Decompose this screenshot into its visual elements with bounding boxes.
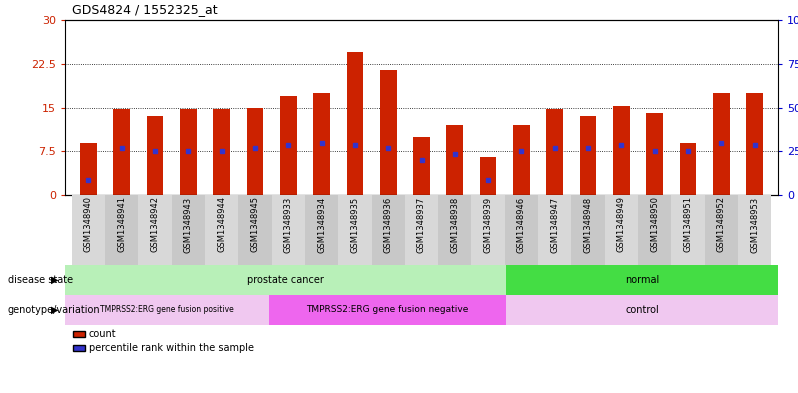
Bar — [65, 265, 507, 295]
Text: GSM1348936: GSM1348936 — [384, 196, 393, 253]
Bar — [738, 195, 772, 265]
Bar — [269, 295, 507, 325]
Bar — [638, 195, 671, 265]
Text: GSM1348944: GSM1348944 — [217, 196, 226, 252]
Text: normal: normal — [625, 275, 659, 285]
Text: GSM1348950: GSM1348950 — [650, 196, 659, 252]
Text: disease state: disease state — [8, 275, 73, 285]
Text: percentile rank within the sample: percentile rank within the sample — [89, 343, 254, 353]
Bar — [680, 143, 697, 195]
Bar — [147, 116, 164, 195]
Bar — [180, 109, 196, 195]
Text: ▶: ▶ — [51, 305, 58, 315]
Text: GSM1348937: GSM1348937 — [417, 196, 426, 253]
Bar — [72, 195, 105, 265]
Bar — [405, 195, 438, 265]
Bar — [613, 107, 630, 195]
Bar — [513, 125, 530, 195]
Bar — [105, 195, 138, 265]
Bar — [280, 96, 297, 195]
Text: GSM1348939: GSM1348939 — [484, 196, 492, 253]
Bar — [413, 137, 430, 195]
Text: GSM1348948: GSM1348948 — [583, 196, 593, 253]
Text: GSM1348938: GSM1348938 — [450, 196, 460, 253]
Bar — [113, 109, 130, 195]
Bar — [580, 116, 596, 195]
Text: GSM1348951: GSM1348951 — [684, 196, 693, 252]
Bar — [338, 195, 372, 265]
Bar — [247, 108, 263, 195]
Bar — [314, 93, 330, 195]
Text: GSM1348949: GSM1348949 — [617, 196, 626, 252]
Bar — [480, 157, 496, 195]
Text: GSM1348947: GSM1348947 — [551, 196, 559, 253]
Bar — [447, 125, 463, 195]
Text: GSM1348934: GSM1348934 — [317, 196, 326, 253]
Bar — [346, 52, 363, 195]
Text: GSM1348942: GSM1348942 — [151, 196, 160, 252]
Bar — [705, 195, 738, 265]
Bar — [507, 295, 778, 325]
Bar — [305, 195, 338, 265]
Text: GSM1348933: GSM1348933 — [284, 196, 293, 253]
Text: TMPRSS2:ERG gene fusion positive: TMPRSS2:ERG gene fusion positive — [100, 305, 234, 314]
Bar — [507, 265, 778, 295]
Text: GSM1348953: GSM1348953 — [750, 196, 759, 253]
Text: count: count — [89, 329, 117, 339]
Bar — [138, 195, 172, 265]
Text: prostate cancer: prostate cancer — [247, 275, 324, 285]
Text: control: control — [626, 305, 659, 315]
Bar — [372, 195, 405, 265]
Text: GSM1348943: GSM1348943 — [184, 196, 193, 253]
Bar — [571, 195, 605, 265]
Text: GSM1348952: GSM1348952 — [717, 196, 726, 252]
Bar — [213, 109, 230, 195]
Text: GSM1348941: GSM1348941 — [117, 196, 126, 252]
Bar — [472, 195, 505, 265]
Bar — [505, 195, 538, 265]
Bar — [646, 113, 663, 195]
Text: GSM1348940: GSM1348940 — [84, 196, 93, 252]
Bar — [380, 70, 397, 195]
Bar — [205, 195, 239, 265]
Text: genotype/variation: genotype/variation — [8, 305, 101, 315]
Bar — [746, 93, 763, 195]
Text: GSM1348935: GSM1348935 — [350, 196, 359, 253]
Text: TMPRSS2:ERG gene fusion negative: TMPRSS2:ERG gene fusion negative — [306, 305, 468, 314]
Bar — [605, 195, 638, 265]
Text: GSM1348946: GSM1348946 — [517, 196, 526, 253]
Bar — [547, 109, 563, 195]
Text: GDS4824 / 1552325_at: GDS4824 / 1552325_at — [72, 3, 218, 16]
Bar — [538, 195, 571, 265]
Bar — [172, 195, 205, 265]
Bar — [271, 195, 305, 265]
Text: ▶: ▶ — [51, 275, 58, 285]
Bar — [65, 295, 269, 325]
Bar — [438, 195, 472, 265]
Bar — [80, 143, 97, 195]
Bar — [713, 93, 729, 195]
Bar — [671, 195, 705, 265]
Bar — [239, 195, 271, 265]
Text: GSM1348945: GSM1348945 — [251, 196, 259, 252]
